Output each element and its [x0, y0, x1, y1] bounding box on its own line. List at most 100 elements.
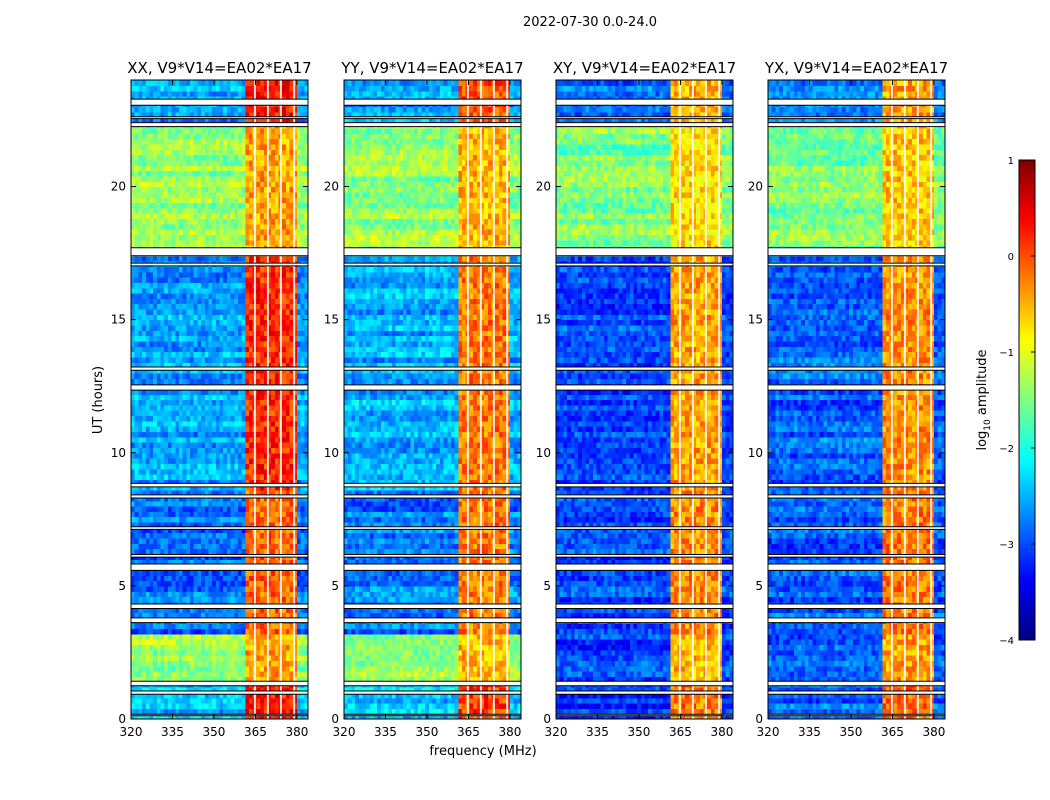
- heatmap-cell: [245, 202, 249, 208]
- heatmap-cell: [297, 442, 301, 448]
- heatmap-cell: [260, 192, 264, 198]
- heatmap-cell: [172, 298, 176, 304]
- heatmap-cell: [297, 224, 301, 230]
- heatmap-cell: [146, 378, 150, 384]
- heatmap-cell: [201, 218, 205, 224]
- heatmap-cell: [227, 309, 231, 315]
- heatmap-cell: [164, 463, 168, 469]
- heatmap-cell: [197, 698, 201, 704]
- heatmap-cell: [149, 240, 153, 246]
- heatmap-cell: [172, 469, 176, 475]
- heatmap-cell: [146, 394, 150, 400]
- heatmap-cell: [164, 213, 168, 219]
- heatmap-cell: [168, 458, 172, 464]
- heatmap-cell: [271, 336, 275, 342]
- heatmap-cell: [286, 597, 290, 603]
- heatmap-cell: [282, 309, 286, 315]
- heatmap-cell: [131, 586, 135, 592]
- heatmap-cell: [157, 506, 161, 512]
- heatmap-cell: [142, 336, 146, 342]
- heatmap-cell: [135, 458, 139, 464]
- heatmap-cell: [212, 309, 216, 315]
- heatmap-cell: [172, 421, 176, 427]
- heatmap-cell: [208, 634, 212, 640]
- heatmap-cell: [138, 192, 142, 198]
- heatmap-cell: [275, 197, 279, 203]
- heatmap-cell: [238, 325, 242, 331]
- heatmap-cell: [301, 394, 305, 400]
- heatmap-cell: [275, 597, 279, 603]
- heatmap-cell: [216, 304, 220, 310]
- heatmap-cell: [153, 410, 157, 416]
- heatmap-cell: [242, 213, 246, 219]
- heatmap-cell: [197, 288, 201, 294]
- heatmap-cell: [238, 442, 242, 448]
- heatmap-cell: [286, 533, 290, 539]
- heatmap-cell: [205, 458, 209, 464]
- heatmap-cell: [245, 511, 249, 517]
- heatmap-cell: [190, 256, 194, 262]
- heatmap-cell: [220, 655, 224, 661]
- heatmap-cell: [234, 501, 238, 507]
- heatmap-cell: [227, 437, 231, 443]
- heatmap-cell: [168, 325, 172, 331]
- heatmap-cell: [286, 591, 290, 597]
- heatmap-cell: [142, 293, 146, 299]
- heatmap-cell: [205, 538, 209, 544]
- heatmap-cell: [301, 586, 305, 592]
- heatmap-cell: [175, 298, 179, 304]
- heatmap-cell: [271, 357, 275, 363]
- heatmap-cell: [161, 320, 165, 326]
- heatmap-cell: [164, 373, 168, 379]
- heatmap-cell: [161, 671, 165, 677]
- heatmap-cell: [256, 240, 260, 246]
- heatmap-cell: [201, 437, 205, 443]
- heatmap-cell: [153, 442, 157, 448]
- heatmap-cell: [186, 703, 190, 709]
- heatmap-cell: [164, 533, 168, 539]
- heatmap-cell: [194, 458, 198, 464]
- heatmap-cell: [227, 400, 231, 406]
- heatmap-cell: [175, 437, 179, 443]
- heatmap-cell: [142, 415, 146, 421]
- heatmap-cell: [220, 543, 224, 549]
- heatmap-cell: [238, 644, 242, 650]
- heatmap-cell: [157, 639, 161, 645]
- heatmap-cell: [138, 357, 142, 363]
- heatmap-cell: [183, 650, 187, 656]
- heatmap-cell: [275, 176, 279, 182]
- heatmap-cell: [138, 314, 142, 320]
- heatmap-cell: [197, 229, 201, 235]
- heatmap-cell: [242, 660, 246, 666]
- heatmap-cell: [220, 628, 224, 634]
- heatmap-cell: [260, 628, 264, 634]
- heatmap-cell: [153, 202, 157, 208]
- heatmap-cell: [186, 543, 190, 549]
- heatmap-cell: [186, 437, 190, 443]
- heatmap-cell: [223, 469, 227, 475]
- heatmap-cell: [201, 447, 205, 453]
- heatmap-cell: [131, 213, 135, 219]
- heatmap-cell: [190, 346, 194, 352]
- heatmap-cell: [194, 378, 198, 384]
- heatmap-cell: [260, 650, 264, 656]
- heatmap-cell: [175, 304, 179, 310]
- heatmap-cell: [249, 400, 253, 406]
- heatmap-cell: [301, 511, 305, 517]
- heatmap-cell: [249, 181, 253, 187]
- heatmap-cell: [212, 171, 216, 177]
- heatmap-cell: [238, 431, 242, 437]
- heatmap-cell: [301, 634, 305, 640]
- heatmap-cell: [286, 208, 290, 214]
- heatmap-cell: [183, 330, 187, 336]
- heatmap-cell: [194, 309, 198, 315]
- heatmap-cell: [234, 575, 238, 581]
- heatmap-cell: [260, 240, 264, 246]
- heatmap-cell: [220, 410, 224, 416]
- heatmap-cell: [220, 213, 224, 219]
- heatmap-cell: [271, 346, 275, 352]
- heatmap-cell: [161, 346, 165, 352]
- heatmap-cell: [260, 623, 264, 629]
- heatmap-cell: [142, 405, 146, 411]
- heatmap-cell: [220, 293, 224, 299]
